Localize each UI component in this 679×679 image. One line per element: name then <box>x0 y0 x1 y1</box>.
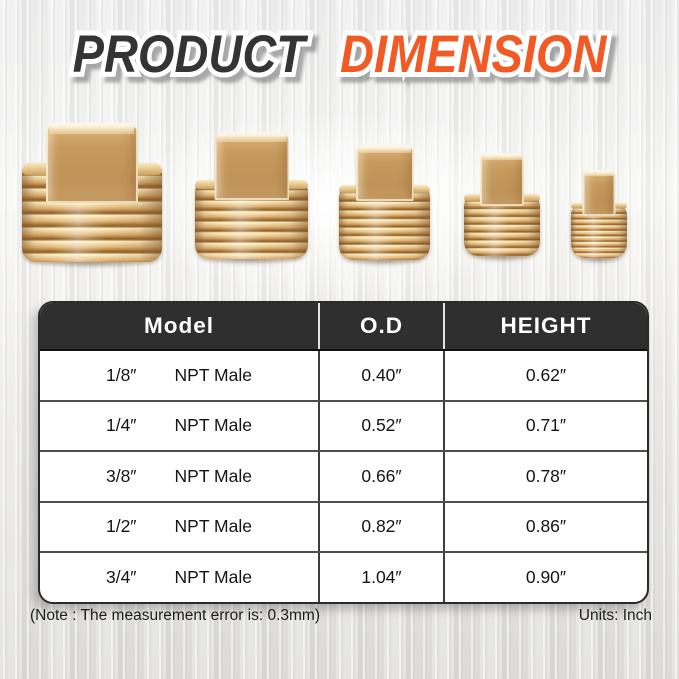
model-cell: 3/4″ NPT Male <box>40 553 318 602</box>
table-header-row: Model O.D HEIGHT <box>40 303 647 351</box>
title-word-dimension: DIMENSION <box>340 23 607 85</box>
model-cell: 1/4″ NPT Male <box>40 402 318 451</box>
table-row: 1/2″ NPT Male 0.82″ 0.86″ <box>40 500 647 552</box>
title-word-product: PRODUCT <box>73 23 306 85</box>
height-value: 0.78″ <box>443 452 647 501</box>
model-cell: 1/2″ NPT Male <box>40 503 318 552</box>
plug-square-head <box>46 123 138 203</box>
od-value: 0.66″ <box>318 452 443 501</box>
col-header-height: HEIGHT <box>443 303 647 349</box>
model-type: NPT Male <box>174 566 252 587</box>
model-cell: 1/8″ NPT Male <box>40 351 318 400</box>
col-header-od: O.D <box>318 303 443 349</box>
page-title: PRODUCT DIMENSION <box>0 23 679 85</box>
od-value: 0.40″ <box>318 351 443 400</box>
model-type: NPT Male <box>174 465 252 486</box>
model-size: 3/8″ <box>105 465 137 486</box>
model-type: NPT Male <box>174 364 252 385</box>
height-value: 0.62″ <box>443 351 647 400</box>
model-type: NPT Male <box>174 516 252 537</box>
brass-plug-5-smallest <box>567 170 631 267</box>
od-value: 0.52″ <box>318 401 443 450</box>
brass-plug-2 <box>187 132 316 268</box>
height-value: 0.71″ <box>443 401 647 450</box>
model-size: 3/4″ <box>105 566 137 587</box>
model-size: 1/4″ <box>105 415 137 436</box>
measurement-note: (Note : The measurement error is: 0.3mm) <box>30 607 320 624</box>
plug-square-head <box>355 145 414 201</box>
plug-square-head <box>582 170 616 216</box>
plug-square-head <box>214 132 289 200</box>
dimension-table: Model O.D HEIGHT 1/8″ NPT Male 0.40″ 0.6… <box>38 301 649 604</box>
brass-plug-4 <box>458 153 546 265</box>
units-label: Units: Inch <box>578 607 652 624</box>
col-header-model: Model <box>144 313 214 338</box>
height-value: 0.86″ <box>443 502 647 551</box>
od-value: 1.04″ <box>318 553 443 602</box>
model-cell: 3/8″ NPT Male <box>40 452 318 501</box>
model-type: NPT Male <box>174 415 252 436</box>
brass-plug-1-largest <box>12 123 172 271</box>
table-row: 3/8″ NPT Male 0.66″ 0.78″ <box>40 450 647 501</box>
height-value: 0.90″ <box>443 553 647 602</box>
brass-plug-3 <box>332 145 437 269</box>
model-size: 1/2″ <box>105 516 137 537</box>
model-size: 1/8″ <box>105 364 137 385</box>
plug-square-head <box>480 153 524 206</box>
table-row: 3/4″ NPT Male 1.04″ 0.90″ <box>40 551 647 602</box>
od-value: 0.82″ <box>318 502 443 551</box>
table-row: 1/8″ NPT Male 0.40″ 0.62″ <box>40 351 647 400</box>
table-row: 1/4″ NPT Male 0.52″ 0.71″ <box>40 399 647 451</box>
